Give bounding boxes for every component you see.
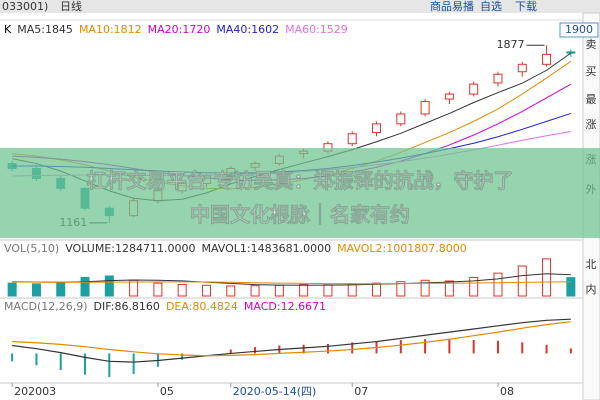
volume-bar [396, 281, 406, 297]
volume-bar [226, 285, 236, 297]
side-label: 最 [586, 93, 597, 106]
volume-bar [493, 272, 503, 297]
legend-entry: DEA:80.4824 [166, 300, 238, 313]
volume-bar [104, 275, 114, 297]
volume-bar [129, 279, 139, 297]
legend-entry: MA40:1602 [216, 23, 279, 36]
legend-entry: MA5:1845 [17, 23, 73, 36]
legend-entry: MACD:12.6671 [244, 300, 326, 313]
volume-bar [274, 284, 284, 297]
high-label: 1877 [497, 38, 525, 51]
volume-bar [420, 279, 430, 297]
headline[interactable]: 杠杆交易平台 专访吴真：郑振铎的抗战，守护了 [86, 168, 514, 193]
volume-bar [372, 282, 382, 297]
candle-body [396, 113, 406, 125]
legend-entry: MAVOL2:1001807.8000 [337, 242, 467, 255]
legend-entry: MACD(12,26,9) [4, 300, 88, 313]
volume-bar [517, 265, 527, 297]
candle-body [444, 93, 454, 100]
toolbar-period[interactable]: 日线 [60, 0, 82, 13]
volume-bar [80, 276, 90, 297]
x-tick-label: 202003 [14, 385, 56, 398]
volume-bar [347, 283, 357, 297]
volume-bar [444, 280, 454, 297]
price-box-text: 1900 [565, 23, 593, 36]
volume-bar [7, 282, 17, 297]
volume-bar [56, 281, 66, 297]
volume-bar [31, 283, 41, 297]
volume-bar [566, 277, 576, 297]
toolbar-link[interactable]: 自选 [480, 0, 502, 13]
legend-entry: DIF:86.8160 [94, 300, 160, 313]
x-tick-label: 08 [500, 385, 514, 398]
candle-body [566, 51, 576, 54]
toolbar [0, 0, 600, 13]
volume-bar [542, 258, 552, 297]
legend-entry: MA60:1529 [285, 23, 348, 36]
candle-body [542, 53, 552, 65]
legend-entry: MAVOL1:1483681.0000 [201, 242, 331, 255]
side-label: 内 [586, 282, 597, 296]
x-tick-label: 2020-05-14(四) [233, 385, 317, 398]
headline[interactable]: 中国文化根脉｜名家有约 [190, 202, 411, 227]
series-line [12, 281, 571, 285]
series-line [12, 321, 571, 357]
volume-bar [153, 282, 163, 297]
toolbar-code: 033001) [2, 0, 48, 13]
toolbar-link[interactable]: 商品易播 [430, 0, 474, 13]
volume-bar [323, 284, 333, 297]
side-label: 涨 [586, 118, 597, 131]
x-tick-label: 05 [160, 385, 174, 398]
overlay-band [0, 148, 600, 238]
price-box [559, 22, 599, 38]
legend-entry: VOL(5,10) [4, 242, 59, 255]
candle-body [469, 83, 479, 95]
series-line [12, 318, 571, 363]
legend-entry: K [4, 23, 12, 36]
x-tick-label: 07 [354, 385, 368, 398]
volume-bar [299, 284, 309, 297]
candle-body [493, 73, 503, 84]
legend-entry: MA10:1812 [79, 23, 142, 36]
candle-body [517, 63, 527, 73]
candle-body [420, 101, 430, 115]
legend-entry: VOLUME:1284711.0000 [65, 242, 195, 255]
side-label: 卖 [586, 38, 597, 51]
side-label: 买 [586, 65, 597, 78]
volume-bar [177, 284, 187, 297]
candle-body [372, 123, 382, 134]
candle-body [347, 133, 357, 145]
series-line [12, 273, 571, 286]
side-label: 北 [586, 258, 597, 271]
legend-entry: MA20:1720 [148, 23, 211, 36]
volume-bar [469, 276, 479, 297]
volume-bar [201, 284, 211, 297]
toolbar-link[interactable]: 下载 [515, 0, 537, 13]
volume-bar [250, 285, 260, 297]
